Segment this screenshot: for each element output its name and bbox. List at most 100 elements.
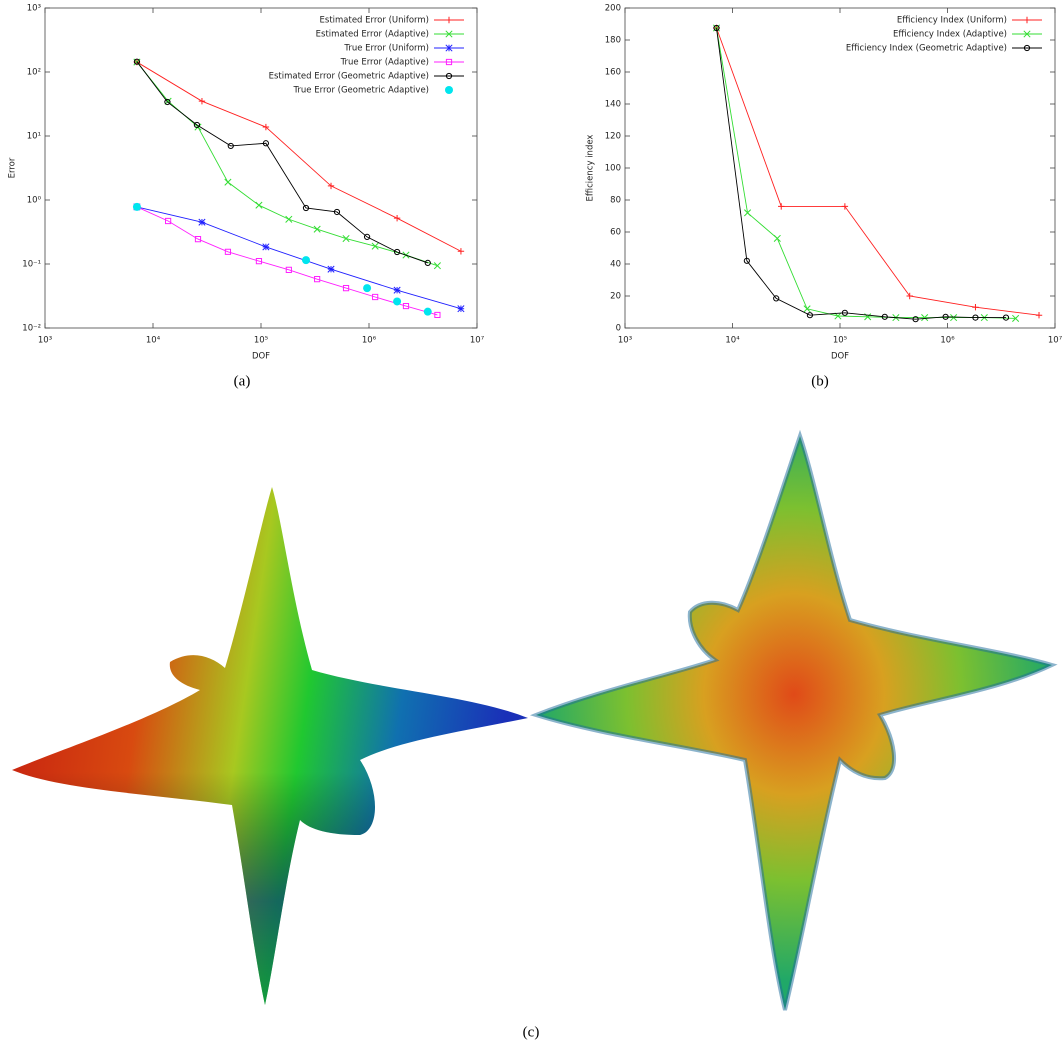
marker xyxy=(950,314,958,322)
marker xyxy=(433,262,441,270)
marker xyxy=(393,248,401,256)
marker xyxy=(227,142,234,150)
marker xyxy=(841,309,848,316)
marker xyxy=(881,313,888,320)
y-axis-label: Error xyxy=(8,157,18,178)
marker xyxy=(921,314,929,322)
marker xyxy=(302,204,310,212)
y-tick-label: 80 xyxy=(610,196,621,206)
legend-marker xyxy=(445,16,453,24)
marker xyxy=(314,276,321,283)
y-tick-label: 200 xyxy=(605,4,621,14)
marker xyxy=(164,98,171,106)
x-tick-label: 10⁶ xyxy=(362,336,377,346)
marker xyxy=(434,311,441,319)
series-line xyxy=(716,27,1006,320)
marker xyxy=(457,305,465,313)
legend-label: True Error (Uniform) xyxy=(343,44,429,54)
marker xyxy=(363,233,371,241)
marker xyxy=(301,256,310,265)
marker xyxy=(423,307,432,316)
x-tick-label: 10⁴ xyxy=(725,336,740,346)
y-tick-label: 0 xyxy=(616,324,621,334)
marker xyxy=(198,97,206,105)
marker xyxy=(773,234,781,242)
surface-render-right xyxy=(529,429,1058,1011)
series-line xyxy=(136,61,462,252)
legend-label: True Error (Adaptive) xyxy=(340,58,429,68)
marker xyxy=(972,314,979,321)
legend-marker xyxy=(445,86,453,94)
legend-label: Estimated Error (Adaptive) xyxy=(316,30,429,40)
marker xyxy=(285,215,293,223)
legend-marker xyxy=(1023,16,1031,24)
marker xyxy=(313,225,321,233)
marker xyxy=(132,202,141,211)
marker xyxy=(198,218,206,226)
y-axis-label: Efficiency index xyxy=(586,135,596,202)
y-tick-label: 100 xyxy=(605,164,621,174)
x-tick-label: 10⁷ xyxy=(470,336,485,346)
y-tick-label: 20 xyxy=(610,292,621,302)
y-tick-label: 120 xyxy=(605,132,621,142)
marker xyxy=(1035,312,1043,319)
marker xyxy=(194,235,202,243)
series-line xyxy=(136,61,428,264)
caption: (b) xyxy=(811,373,829,389)
legend-label: Estimated Error (Geometric Adaptive) xyxy=(269,72,429,82)
marker xyxy=(262,140,269,147)
marker xyxy=(806,312,814,319)
y-tick-label: 60 xyxy=(610,228,621,238)
marker xyxy=(327,265,335,273)
marker xyxy=(773,295,780,302)
y-tick-label: 160 xyxy=(605,68,621,78)
legend-label: True Error (Geometric Adaptive) xyxy=(292,86,429,96)
charts: 10³ 10⁴ 10⁵ 10⁶ 10⁷ 10⁻² 10⁻¹ 10⁰ 10¹ 10² 10³ DOF Er… xyxy=(8,4,1063,362)
x-axis-label: DOF xyxy=(831,352,849,362)
plot-frame xyxy=(44,7,478,329)
legend-label: Estimated Error (Uniform) xyxy=(320,16,429,26)
marker xyxy=(133,58,141,65)
marker xyxy=(393,214,401,222)
legend-marker xyxy=(445,72,453,80)
y-tick-label: 10² xyxy=(27,68,41,78)
marker xyxy=(1012,314,1020,322)
series-line xyxy=(716,27,1016,319)
y-tick-label: 180 xyxy=(605,36,621,46)
legend-marker xyxy=(445,30,453,38)
y-tick-label: 10⁻² xyxy=(22,324,41,334)
marker xyxy=(906,292,913,300)
marker xyxy=(393,286,401,294)
legend-label: Efficiency Index (Uniform) xyxy=(897,16,1007,26)
marker xyxy=(972,304,979,311)
marker xyxy=(841,203,849,210)
y-tick-label: 10⁰ xyxy=(27,196,42,206)
marker xyxy=(193,121,201,129)
marker xyxy=(262,243,270,251)
marker xyxy=(713,24,720,32)
marker xyxy=(363,284,372,293)
y-tick-label: 40 xyxy=(610,260,621,270)
marker xyxy=(803,305,811,313)
marker xyxy=(224,178,232,186)
marker xyxy=(402,302,410,310)
marker xyxy=(342,234,350,243)
series-line xyxy=(136,206,462,310)
legend-marker xyxy=(445,58,453,66)
series-line xyxy=(136,206,438,316)
marker xyxy=(424,259,431,267)
marker xyxy=(342,285,350,292)
y-tick-label: 10⁻¹ xyxy=(22,260,41,270)
x-tick-label: 10⁷ xyxy=(1048,336,1063,346)
marker xyxy=(393,297,402,306)
legend-marker xyxy=(1023,30,1031,38)
marker xyxy=(743,209,752,217)
marker xyxy=(457,248,465,255)
marker xyxy=(255,201,263,209)
marker xyxy=(743,257,750,264)
x-tick-label: 10³ xyxy=(618,336,632,346)
x-axis-label: DOF xyxy=(252,352,270,362)
marker xyxy=(255,257,263,265)
x-tick-label: 10⁶ xyxy=(940,336,955,346)
y-tick-label: 10³ xyxy=(27,4,41,14)
